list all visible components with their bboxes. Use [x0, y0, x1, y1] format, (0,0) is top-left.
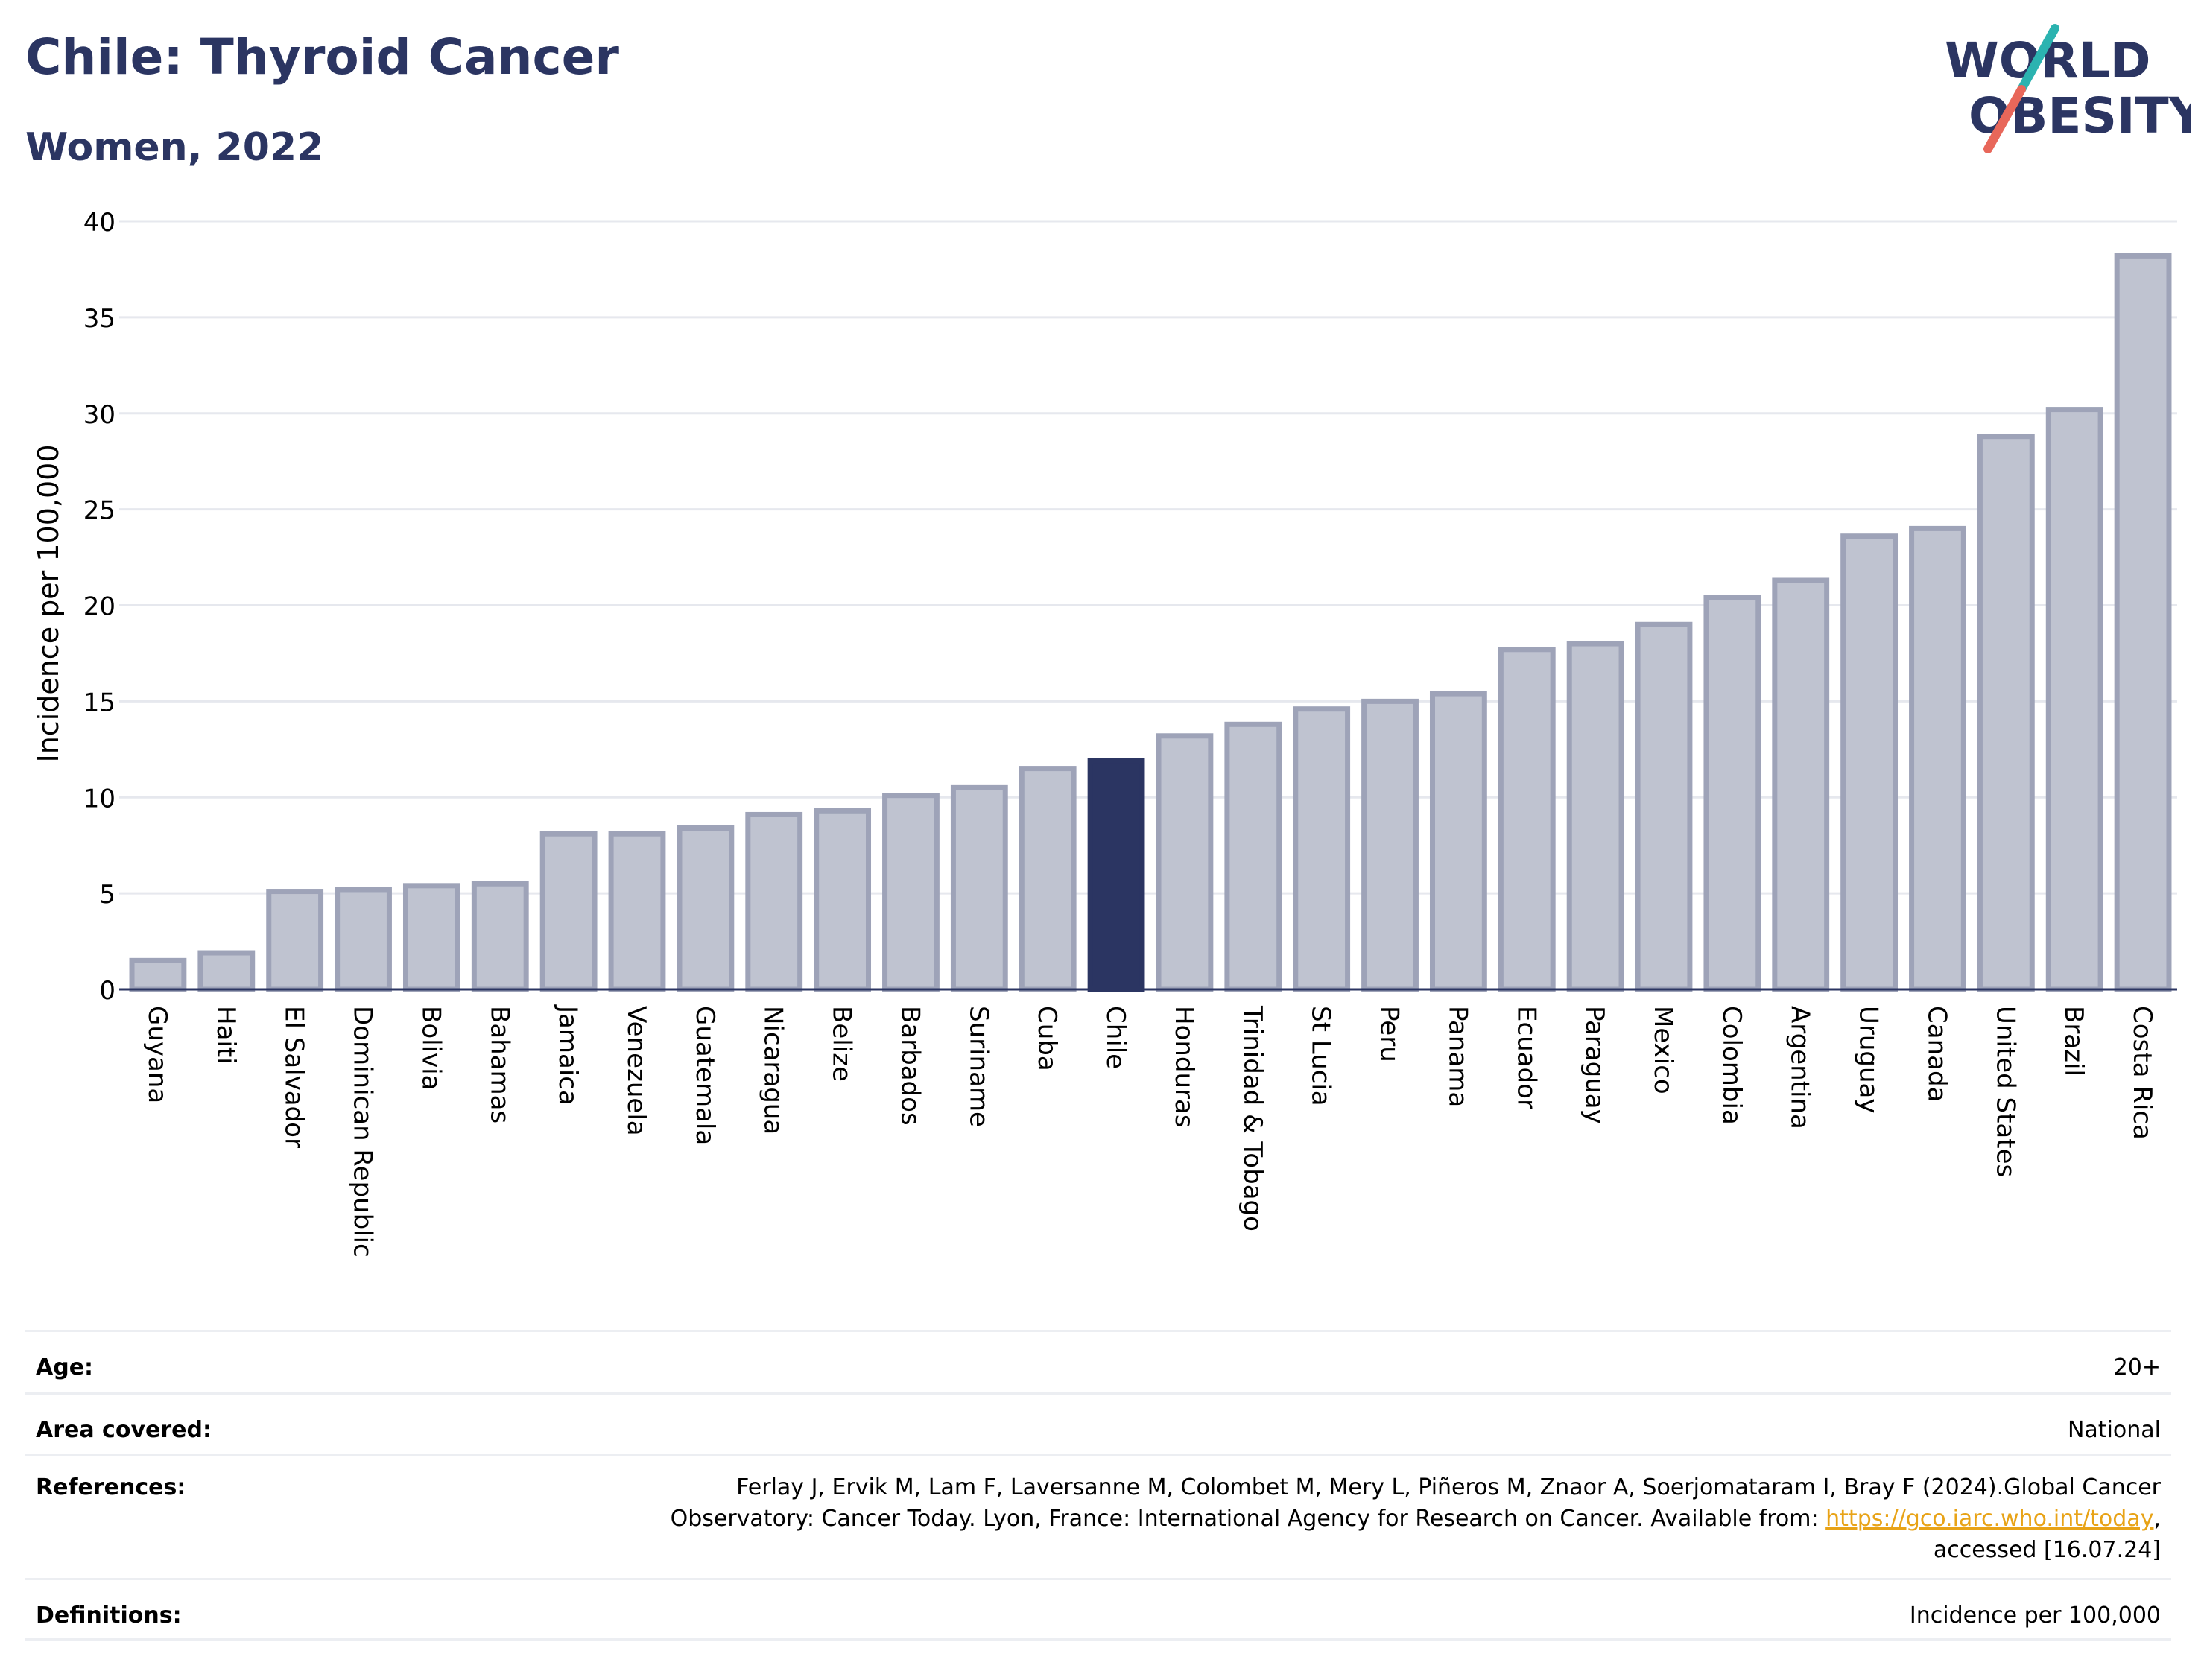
age-value: 20+ [2113, 1354, 2161, 1381]
x-tick-label: Bolivia [416, 1006, 446, 1090]
x-tick-label: Haiti [211, 1006, 241, 1065]
references-value: Ferlay J, Ervik M, Lam F, Laversanne M, … [671, 1472, 2161, 1566]
x-tick-label: Ecuador [1511, 1006, 1541, 1109]
y-tick-label: 35 [83, 304, 115, 334]
x-tick-label: Paraguay [1580, 1006, 1609, 1124]
area-label: Area covered: [36, 1417, 212, 1443]
x-tick-label: Guyana [142, 1006, 172, 1103]
bar-united-states [1977, 434, 2035, 992]
bar-dominican-republic [335, 887, 392, 992]
bar-trinidad-tobago [1224, 721, 1282, 992]
bar-mexico [1635, 621, 1693, 992]
age-label: Age: [36, 1354, 94, 1381]
x-tick-label: Panama [1443, 1006, 1472, 1107]
x-tick-label: United States [1990, 1006, 2020, 1177]
x-tick-label: Cuba [1032, 1006, 1062, 1071]
x-tick-label: St Lucia [1306, 1006, 1336, 1106]
bar-el-salvador [266, 889, 324, 992]
references-line3: accessed [16.07.24] [1933, 1537, 2161, 1563]
bar-honduras [1156, 733, 1214, 992]
x-tick-label: Nicaragua [759, 1006, 788, 1135]
bar-chart: 0 5 10 15 20 25 30 35 40 Incidence per 100,000 G… [32, 208, 2177, 1258]
y-tick-label: 10 [83, 784, 115, 814]
info-row-area: Area covered: National [25, 1392, 2171, 1454]
x-tick-label: Belize [827, 1006, 857, 1082]
bar-bolivia [402, 883, 460, 992]
world-obesity-logo: WORLD OBESITY [1945, 24, 2191, 153]
info-table: Age: 20+ Area covered: National Referenc… [25, 1330, 2171, 1641]
x-tick-label: Chile [1101, 1006, 1130, 1069]
bar-colombia [1703, 595, 1761, 992]
x-tick-label: Jamaica [553, 1004, 583, 1106]
x-tick-label: Peru [1375, 1006, 1405, 1062]
x-tick-label: Barbados [895, 1006, 925, 1126]
bar-nicaragua [745, 811, 803, 992]
bar-st-lucia [1293, 706, 1351, 992]
references-line2: Observatory: Cancer Today. Lyon, France:… [670, 1506, 1826, 1532]
bar-paraguay [1566, 641, 1624, 992]
logo-slash-teal [2017, 24, 2059, 94]
y-tick-label: 0 [99, 976, 115, 1006]
info-row-definitions: Definitions: Incidence per 100,000 [25, 1578, 2171, 1641]
x-tick-label: El Salvador [279, 1006, 309, 1148]
bars [129, 253, 2172, 992]
y-tick-label: 5 [99, 880, 115, 910]
bar-peru [1361, 698, 1419, 992]
x-tick-label: Costa Rica [2127, 1006, 2157, 1140]
x-tick-label: Argentina [1785, 1006, 1815, 1129]
info-row-age: Age: 20+ [25, 1330, 2171, 1392]
bar-belize [814, 808, 872, 992]
bar-panama [1429, 691, 1487, 992]
x-tick-label: Guatemala [690, 1006, 720, 1145]
chart-subtitle: Women, 2022 [25, 125, 324, 170]
logo-slash-red [1983, 85, 2026, 153]
x-tick-label: Dominican Republic [348, 1006, 378, 1258]
bar-jamaica [539, 831, 598, 992]
y-tick-label: 25 [83, 496, 115, 526]
bar-venezuela [608, 831, 666, 992]
bar-haiti [197, 950, 256, 992]
bar-guatemala [677, 825, 735, 992]
y-tick-label: 30 [83, 400, 115, 430]
bar-cuba [1019, 766, 1077, 992]
bar-canada [1909, 525, 1966, 992]
y-axis-label: Incidence per 100,000 [32, 444, 65, 762]
y-tick-labels: 0 5 10 15 20 25 30 35 40 [83, 208, 115, 1006]
references-link[interactable]: https://gco.iarc.who.int/today [1825, 1506, 2154, 1532]
x-tick-label: Uruguay [1854, 1006, 1884, 1114]
x-tick-label: Mexico [1648, 1006, 1678, 1094]
bar-bahamas [471, 881, 529, 992]
references-comma: , [2153, 1506, 2161, 1532]
bar-guyana [129, 957, 187, 992]
bar-suriname [950, 784, 1008, 992]
x-tick-label: Venezuela [621, 1006, 651, 1136]
references-label: References: [36, 1474, 186, 1500]
chart-title: Chile: Thyroid Cancer [25, 28, 619, 86]
bar-chile [1087, 758, 1145, 992]
y-tick-label: 20 [83, 592, 115, 622]
x-tick-label: Bahamas [484, 1006, 514, 1123]
references-line1: Ferlay J, Ervik M, Lam F, Laversanne M, … [736, 1474, 2161, 1500]
bar-uruguay [1840, 533, 1899, 992]
y-tick-label: 40 [83, 208, 115, 238]
x-tick-label: Canada [1922, 1006, 1951, 1102]
x-tick-label: Brazil [2059, 1006, 2089, 1077]
bar-brazil [2045, 407, 2103, 992]
x-tick-label: Trinidad & Tobago [1238, 1005, 1267, 1232]
bar-barbados [882, 793, 940, 992]
x-tick-label: Honduras [1169, 1006, 1199, 1128]
definitions-label: Definitions: [36, 1603, 182, 1629]
definitions-value: Incidence per 100,000 [1909, 1603, 2161, 1629]
x-tick-label: Suriname [963, 1006, 993, 1127]
bar-costa-rica [2114, 253, 2172, 992]
info-row-references: References: Ferlay J, Ervik M, Lam F, La… [25, 1454, 2171, 1578]
x-tick-labels: Guyana Haiti El Salvador Dominican Republic… [142, 1004, 2157, 1258]
y-tick-label: 15 [83, 688, 115, 717]
bar-ecuador [1498, 647, 1556, 992]
x-tick-label: Colombia [1717, 1006, 1747, 1125]
area-value: National [2067, 1417, 2161, 1443]
bar-argentina [1772, 577, 1830, 992]
